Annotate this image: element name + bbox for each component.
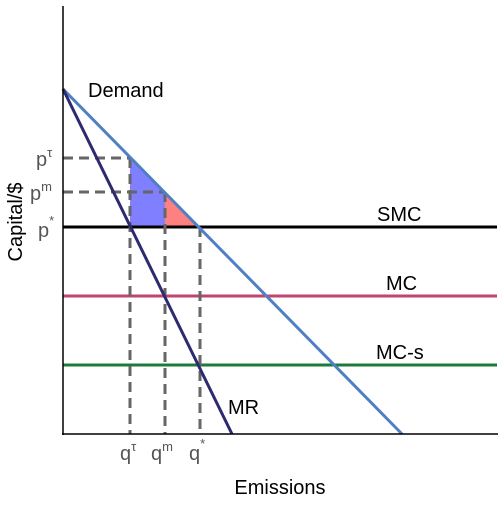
quantity-tick-q-tau: qτ	[120, 439, 137, 465]
quantity-tick-q-star: q*	[189, 436, 205, 465]
demand-curve	[61, 87, 404, 436]
y-axis-title: Capital/$	[5, 183, 27, 262]
smc-label: SMC	[377, 204, 421, 226]
price-tick-p-m: pm	[30, 179, 52, 205]
mc-label: MC	[386, 273, 417, 295]
dashed-guides	[63, 156, 202, 434]
marginal-revenue-curve	[61, 88, 234, 435]
mr-label: MR	[228, 397, 259, 419]
price-tick-p-star: p*	[38, 213, 54, 242]
quantity-tick-q-m: qm	[151, 439, 173, 465]
demand-label: Demand	[88, 80, 164, 102]
mc-s-label: MC-s	[376, 342, 424, 364]
x-axis-title: Emissions	[234, 477, 325, 499]
price-tick-p-tau: pτ	[36, 145, 53, 171]
